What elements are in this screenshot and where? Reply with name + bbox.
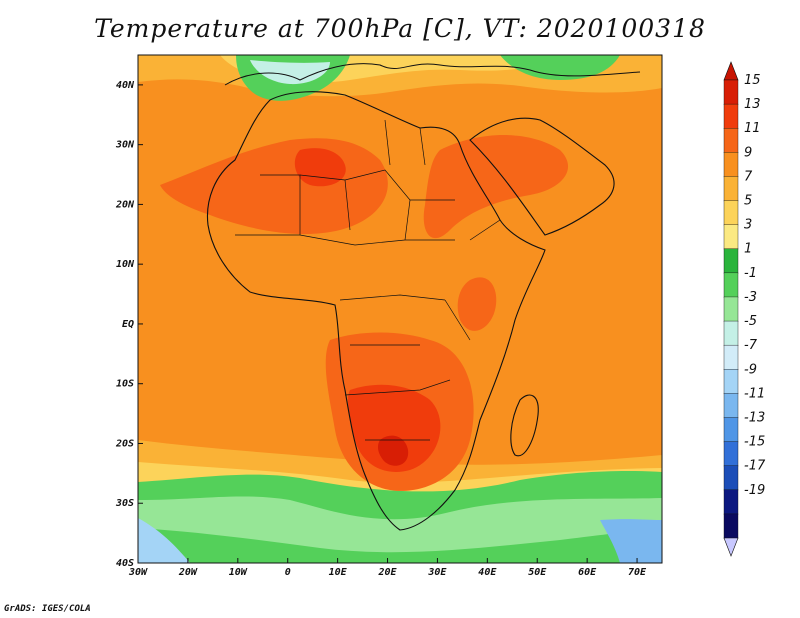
lon-label: 10W [229, 567, 248, 578]
colorbar-label: 5 [744, 194, 752, 209]
field-band-1ne [500, 55, 620, 80]
colorbar-label: -9 [744, 362, 757, 377]
colorbar-segment [723, 417, 739, 443]
colorbar-label: -15 [744, 435, 765, 450]
lat-label: 30N [115, 140, 135, 151]
lat-label: 30S [115, 498, 134, 509]
colorbar-segment [723, 272, 739, 298]
colorbar-segment [723, 152, 739, 178]
lon-label: 30W [128, 567, 148, 578]
lat-label: 10N [116, 259, 135, 270]
lat-label: 40S [116, 558, 134, 569]
coastline-europe [224, 63, 641, 86]
lat-label: 20S [115, 438, 134, 449]
colorbar-segment [723, 465, 739, 491]
field-core-south-hot [347, 384, 441, 472]
colorbar-label: -3 [744, 290, 757, 305]
chart-title: Temperature at 700hPa [C], VT: 202010031… [94, 14, 706, 43]
colorbar-segment [723, 224, 739, 250]
field-band-blue-sw [138, 518, 190, 563]
colorbar-label: -1 [744, 266, 757, 281]
plot-frame [137, 54, 663, 564]
colorbar-segment [723, 393, 739, 419]
colorbar-segment [723, 79, 739, 105]
colorbar-segment [723, 320, 739, 346]
colorbar-label: 15 [744, 73, 761, 88]
coastline-arabia [469, 117, 615, 236]
colorbar-bottom-arrow [723, 537, 739, 557]
colorbar-label: -7 [744, 338, 758, 353]
colorbar-segment [723, 513, 739, 539]
colorbar-label: 11 [744, 121, 761, 136]
coastline-madagascar [510, 394, 539, 457]
colorbar-label: 9 [744, 145, 752, 160]
colorbar-label: 1 [744, 242, 752, 257]
field-core-east [457, 277, 497, 331]
colorbar-segment [723, 344, 739, 370]
field-core-sahara-hot [294, 148, 346, 187]
colorbar-segment [723, 248, 739, 274]
colorbar-segment [723, 296, 739, 322]
field-core-arabia [423, 135, 569, 239]
colorbar-segment [723, 128, 739, 154]
coastline-africa [206, 91, 546, 531]
field-core-south-max [377, 435, 409, 466]
lon-label: 50E [528, 567, 547, 578]
colorbar-label: 13 [744, 97, 761, 112]
temperature-field [138, 55, 662, 563]
colorbar-label: -19 [744, 483, 765, 498]
colorbar-segment [723, 176, 739, 202]
colorbar-label: -11 [744, 386, 765, 401]
colorbar-label: -5 [744, 314, 757, 329]
lon-label: 20E [377, 567, 397, 578]
lon-label: 60E [578, 567, 597, 578]
grads-credit: GrADS: IGES/COLA [4, 604, 91, 614]
lon-label: 30E [427, 567, 447, 578]
colorbar-label: 7 [744, 169, 753, 184]
field-band-m3n [250, 60, 330, 85]
colorbar-segment [723, 441, 739, 467]
longitude-axis: 30W 20W 10W 0 10E 20E 30E 40E 50E 60E 70E [128, 558, 647, 578]
lon-label: 40E [478, 567, 497, 578]
lon-label: 20W [178, 567, 198, 578]
colorbar-segment [723, 103, 739, 129]
lat-label: EQ [122, 319, 134, 330]
field-band-blue-se [600, 519, 662, 563]
lon-label: 10E [329, 567, 348, 578]
colorbar-label: -13 [744, 410, 765, 425]
lon-label: 70E [628, 567, 647, 578]
country-borders [235, 119, 501, 441]
colorbar: 15 13 11 9 7 5 3 1 -1 -3 -5 -7 -9 -11 -13 -15 -17 -19 [723, 61, 766, 557]
field-band-green2 [138, 528, 662, 563]
lat-label: 10S [116, 379, 134, 390]
colorbar-label: 3 [744, 218, 752, 233]
colorbar-segment [723, 489, 739, 515]
colorbar-segment [723, 200, 739, 226]
colorbar-segment [723, 369, 739, 395]
colorbar-label: -17 [744, 459, 766, 474]
lat-label: 40N [116, 80, 135, 91]
colorbar-top-arrow [723, 61, 739, 81]
lat-label: 20N [115, 199, 135, 210]
latitude-axis: 40N 30N 20N 10N EQ 10S 20S 30S 40S [115, 80, 143, 569]
lon-label: 0 [285, 567, 291, 578]
